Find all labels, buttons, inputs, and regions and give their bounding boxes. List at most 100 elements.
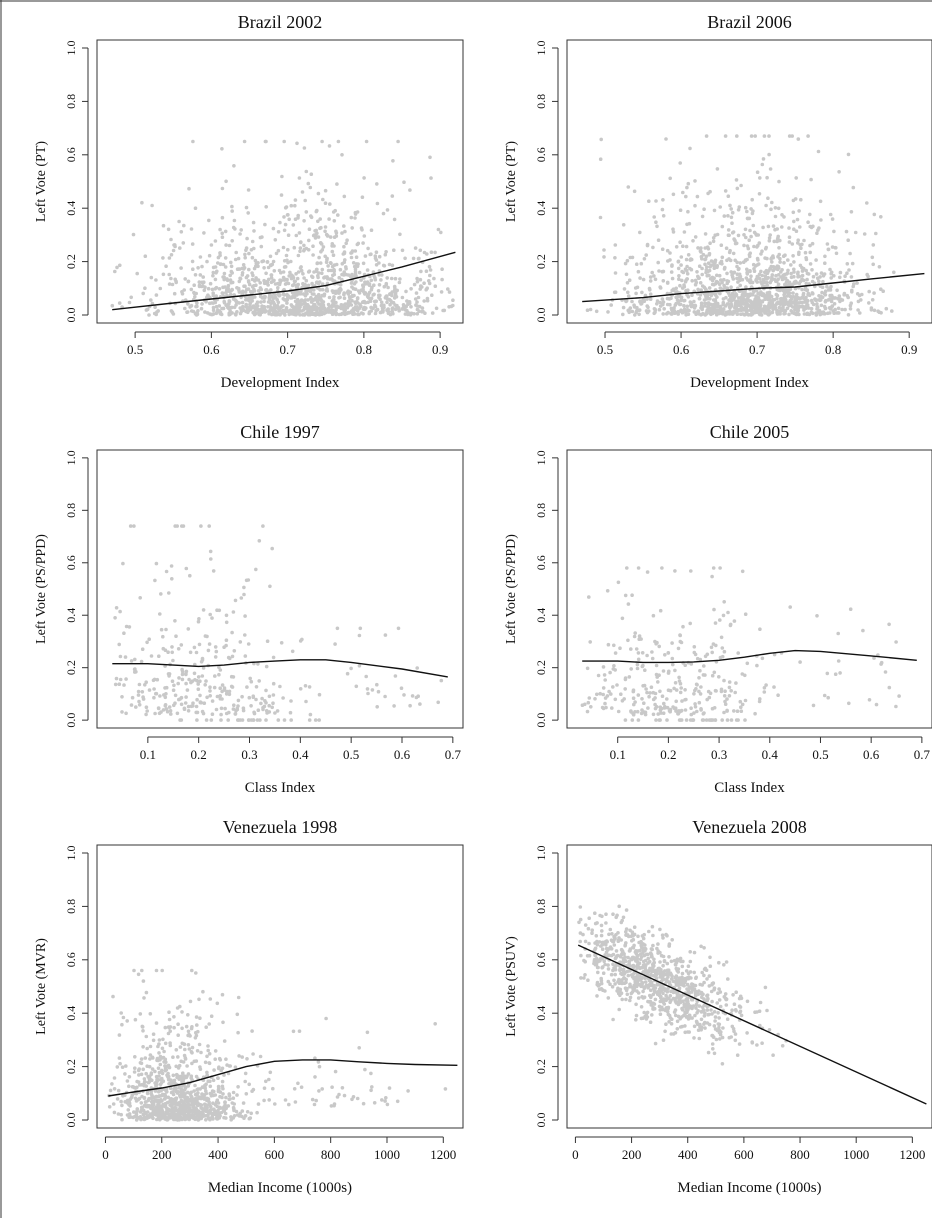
scatter-point [677, 267, 681, 271]
scatter-point [689, 706, 693, 710]
scatter-point [816, 305, 820, 309]
scatter-point [243, 284, 247, 288]
scatter-point [303, 199, 307, 203]
scatter-point [211, 274, 215, 278]
scatter-point [220, 232, 224, 236]
scatter-point [678, 633, 682, 637]
scatter-point [812, 303, 816, 307]
x-tick-label: 0.4 [762, 747, 779, 762]
scatter-point [168, 705, 172, 709]
scatter-point [227, 1098, 231, 1102]
scatter-point [681, 191, 685, 195]
scatter-point [122, 683, 126, 687]
scatter-point [191, 679, 195, 683]
scatter-point [243, 253, 247, 257]
scatter-point [633, 635, 637, 639]
scatter-point [685, 245, 689, 249]
scatter-point [755, 664, 759, 668]
scatter-point [693, 204, 697, 208]
scatter-point [238, 232, 242, 236]
scatter-point [689, 258, 693, 262]
scatter-point [723, 650, 727, 654]
scatter-point [317, 271, 321, 275]
scatter-point [428, 274, 432, 278]
scatter-point [199, 524, 203, 528]
scatter-point [817, 294, 821, 298]
scatter-point [319, 261, 323, 265]
scatter-point [280, 641, 284, 645]
scatter-point [141, 1025, 145, 1029]
scatter-point [263, 307, 267, 311]
scatter-point [319, 226, 323, 230]
scatter-point [677, 676, 681, 680]
scatter-point [240, 596, 244, 600]
scatter-point [820, 304, 824, 308]
scatter-point [223, 1039, 227, 1043]
scatter-point [168, 1029, 172, 1033]
scatter-point [194, 971, 198, 975]
scatter-point [357, 289, 361, 293]
scatter-point [133, 1070, 137, 1074]
scatter-point [426, 297, 430, 301]
x-tick-label: 0.8 [825, 342, 841, 357]
scatter-point [638, 231, 642, 235]
scatter-point [627, 185, 631, 189]
scatter-point [724, 296, 728, 300]
scatter-point [736, 187, 740, 191]
scatter-point [366, 1031, 370, 1035]
scatter-point [120, 1023, 124, 1027]
scatter-point [852, 282, 856, 286]
scatter-point [118, 1033, 122, 1037]
scatter-point [219, 1090, 223, 1094]
scatter-point [179, 1045, 183, 1049]
scatter-point [415, 277, 419, 281]
scatter-point [161, 1038, 165, 1042]
y-tick-label: 0.6 [534, 555, 548, 570]
scatter-point [138, 683, 142, 687]
scatter-point [170, 253, 174, 257]
scatter-point [746, 662, 750, 666]
scatter-point [232, 164, 236, 168]
scatter-point [179, 1060, 183, 1064]
scatter-point [379, 278, 383, 282]
scatter-point [633, 305, 637, 309]
scatter-point [732, 298, 736, 302]
scatter-point [788, 235, 792, 239]
scatter-point [302, 244, 306, 248]
scatter-point [710, 575, 714, 579]
scatter-point [224, 230, 228, 234]
scatter-point [229, 261, 233, 265]
scatter-point [819, 218, 823, 222]
scatter-point [741, 298, 745, 302]
scatter-point [272, 656, 276, 660]
scatter-point [221, 683, 225, 687]
scatter-point [779, 297, 783, 301]
scatter-point [764, 276, 768, 280]
scatter-point [712, 240, 716, 244]
scatter-point [285, 282, 289, 286]
scatter-point [621, 699, 625, 703]
scatter-point [217, 1087, 221, 1091]
scatter-point [169, 238, 173, 242]
scatter-point [161, 635, 165, 639]
scatter-point [200, 265, 204, 269]
scatter-point [208, 642, 212, 646]
scatter-point [679, 691, 683, 695]
scatter-point [894, 705, 898, 709]
scatter-point [170, 309, 174, 313]
scatter-point [249, 1112, 253, 1116]
scatter-point [220, 147, 224, 151]
scatter-point [734, 681, 738, 685]
scatter-point [168, 1099, 172, 1103]
scatter-point [802, 292, 806, 296]
scatter-point [242, 709, 246, 713]
scatter-point [688, 147, 692, 151]
y-tick-label: 0.2 [64, 1059, 78, 1074]
scatter-point [162, 273, 166, 277]
scatter-point [739, 700, 743, 704]
scatter-point [792, 211, 796, 215]
scatter-point [700, 1018, 704, 1022]
scatter-point [277, 718, 281, 722]
scatter-point [238, 267, 242, 271]
scatter-point [174, 281, 178, 285]
